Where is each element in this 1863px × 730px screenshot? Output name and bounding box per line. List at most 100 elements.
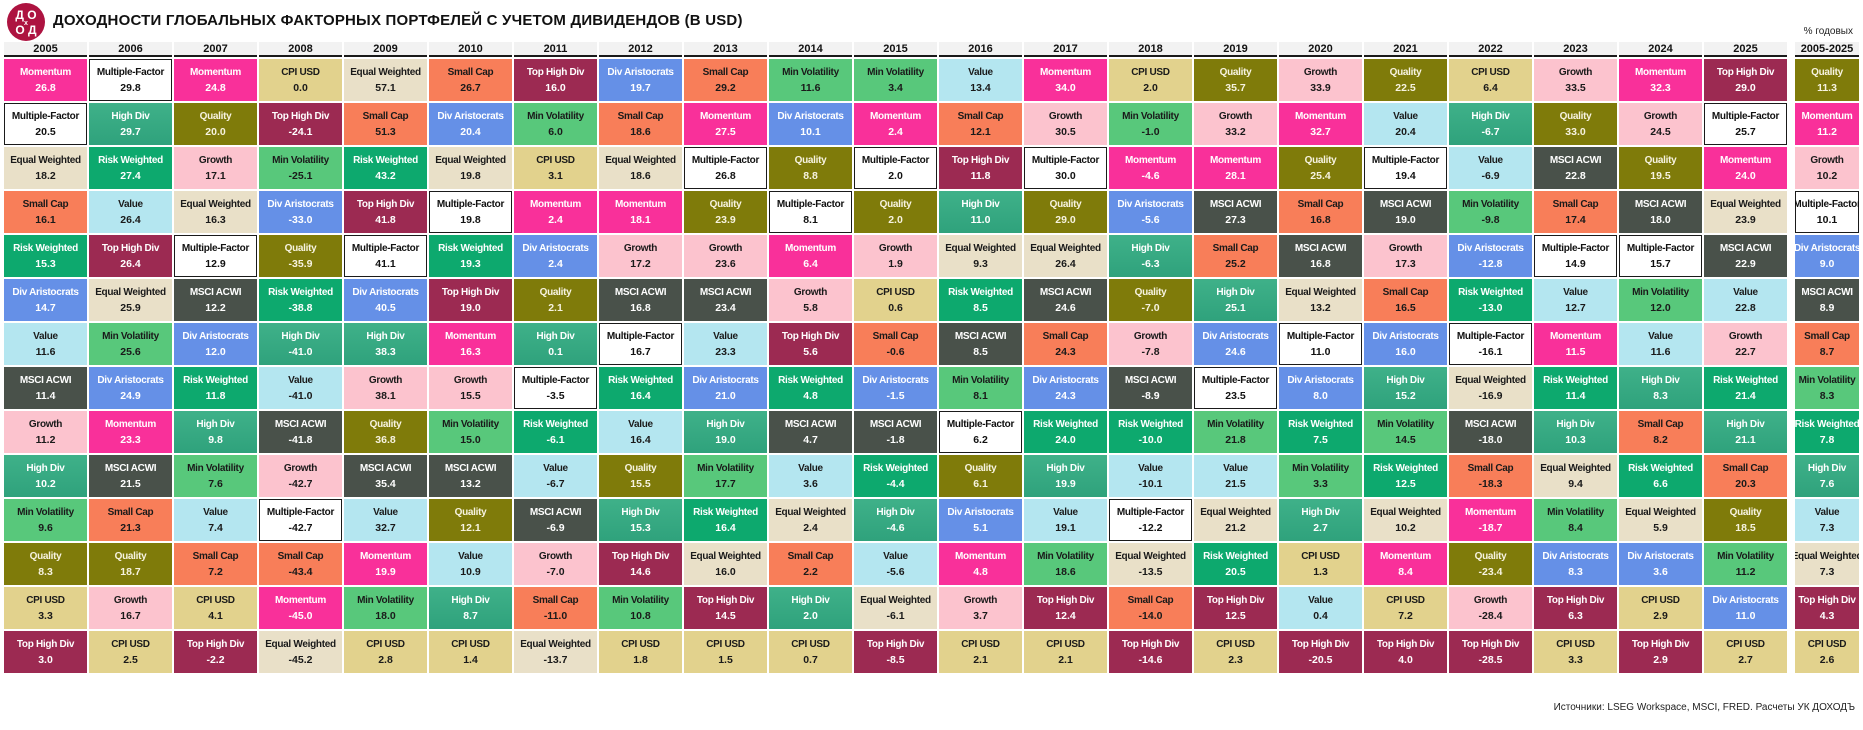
factor-return-value: 33.2	[1225, 125, 1246, 138]
factor-name: Risk Weighted	[1203, 550, 1268, 562]
factor-return-value: 16.0	[715, 565, 736, 578]
factor-name: Momentum	[105, 418, 156, 430]
factor-return-value: 2.1	[1058, 653, 1073, 666]
factor-return-value: 4.0	[1398, 653, 1413, 666]
factor-cell: MSCI ACWI 18.0	[1619, 191, 1702, 233]
factor-return-value: 2.8	[378, 653, 393, 666]
factor-return-value: 19.0	[460, 301, 481, 314]
factor-return-value: 29.7	[120, 125, 141, 138]
factor-name: Div Aristocrats	[352, 286, 419, 298]
factor-name: Multiple-Factor	[691, 154, 760, 166]
factor-return-value: 15.3	[630, 521, 651, 534]
factor-return-value: -14.0	[1138, 609, 1163, 622]
factor-name: High Div	[791, 594, 830, 606]
factor-cell: Div Aristocrats 10.1	[769, 103, 852, 145]
factor-return-value: 9.0	[1819, 257, 1835, 270]
factor-cell: Min Volatility 14.5	[1364, 411, 1447, 453]
factor-name: Div Aristocrats	[1117, 198, 1184, 210]
factor-cell: Min Volatility 18.0	[344, 587, 427, 629]
factor-return-value: 0.1	[548, 345, 563, 358]
factor-cell: High Div 2.0	[769, 587, 852, 629]
factor-cell: CPI USD 4.1	[174, 587, 257, 629]
year-column-2007: 2007 Momentum 24.8 Quality 20.0 Growth 17.1 Equ…	[174, 42, 257, 673]
factor-cell: CPI USD 2.1	[1024, 631, 1107, 673]
factor-name: High Div	[1556, 418, 1595, 430]
year-column-2019: 2019 Quality 35.7 Growth 33.2 Momentum 28.1 MSC…	[1194, 42, 1277, 673]
factor-name: Growth	[1728, 330, 1763, 342]
factor-return-value: -6.9	[546, 521, 565, 534]
factor-return-value: -11.0	[543, 609, 568, 622]
factor-name: Growth	[538, 550, 573, 562]
factor-return-value: 0.7	[803, 653, 818, 666]
factor-return-value: 3.4	[888, 81, 903, 94]
factor-cell: Min Volatility 25.6	[89, 323, 172, 365]
factor-cell: Top High Div 14.6	[599, 543, 682, 585]
factor-cell: Div Aristocrats 14.7	[4, 279, 87, 321]
factor-cell: Div Aristocrats 5.1	[939, 499, 1022, 541]
factor-cell: Risk Weighted 11.4	[1534, 367, 1617, 409]
factor-cell: Growth 33.5	[1534, 59, 1617, 101]
factor-return-value: 33.9	[1310, 81, 1331, 94]
factor-cell: Risk Weighted 20.5	[1194, 543, 1277, 585]
factor-cell: Multiple-Factor 26.8	[684, 147, 767, 189]
factor-return-value: -35.9	[288, 257, 313, 270]
year-column-2013: 2013 Small Cap 29.2 Momentum 27.5 Multiple-Fa…	[684, 42, 767, 673]
column-header-2018: 2018	[1109, 42, 1192, 57]
factor-name: Div Aristocrats	[1795, 242, 1859, 254]
factor-name: Min Volatility	[1292, 462, 1349, 474]
factor-cell: Top High Div -8.5	[854, 631, 937, 673]
factor-cell: MSCI ACWI 22.8	[1534, 147, 1617, 189]
factor-cell: Value 12.7	[1534, 279, 1617, 321]
factor-cell: Value -5.6	[854, 543, 937, 585]
factor-return-value: 14.7	[35, 301, 56, 314]
factor-cell: Min Volatility 12.0	[1619, 279, 1702, 321]
factor-name: High Div	[621, 506, 660, 518]
factor-name: Momentum	[1040, 66, 1091, 78]
factor-cell: Small Cap -14.0	[1109, 587, 1192, 629]
factor-cell: Equal Weighted -13.7	[514, 631, 597, 673]
factor-cell: Small Cap -11.0	[514, 587, 597, 629]
factor-return-value: -43.4	[288, 565, 313, 578]
factor-cell: Value 7.4	[174, 499, 257, 541]
factor-name: High Div	[876, 506, 915, 518]
factor-cell: Quality 12.1	[429, 499, 512, 541]
factor-cell: High Div 29.7	[89, 103, 172, 145]
factor-name: Risk Weighted	[608, 374, 673, 386]
factor-return-value: 29.2	[715, 81, 736, 94]
factor-name: Div Aristocrats	[1627, 550, 1694, 562]
factor-name: CPI USD	[451, 638, 490, 650]
factor-name: Value	[118, 198, 143, 210]
factor-cell: Multiple-Factor 16.7	[599, 323, 682, 365]
factor-cell: Momentum 2.4	[514, 191, 597, 233]
factor-return-value: 8.1	[803, 213, 818, 226]
factor-name: Div Aristocrats	[1287, 374, 1354, 386]
factor-cell: Min Volatility -9.8	[1449, 191, 1532, 233]
factor-cell: Multiple-Factor 8.1	[769, 191, 852, 233]
factor-cell: Momentum 2.4	[854, 103, 937, 145]
factor-return-value: 7.6	[1819, 477, 1835, 490]
column-header-2008: 2008	[259, 42, 342, 57]
factor-cell: Small Cap 16.1	[4, 191, 87, 233]
factor-cell: CPI USD 6.4	[1449, 59, 1532, 101]
factor-return-value: 25.6	[120, 345, 141, 358]
factor-name: Min Volatility	[357, 594, 414, 606]
factor-name: Growth	[1218, 110, 1253, 122]
factor-name: High Div	[1386, 374, 1425, 386]
factor-return-value: 51.3	[375, 125, 396, 138]
factor-return-value: 2.9	[1653, 609, 1668, 622]
factor-name: Momentum	[955, 550, 1006, 562]
factor-name: High Div	[1046, 462, 1085, 474]
factor-return-value: 11.0	[970, 213, 991, 226]
factor-cell: Min Volatility 7.6	[174, 455, 257, 497]
factor-name: Top High Div	[1291, 638, 1350, 650]
factor-cell: Div Aristocrats 2.4	[514, 235, 597, 277]
factor-return-value: 11.6	[800, 81, 821, 94]
factor-cell: Value 0.4	[1279, 587, 1362, 629]
factor-cell: Risk Weighted 21.4	[1704, 367, 1787, 409]
factor-return-value: 26.4	[120, 257, 141, 270]
factor-cell: Small Cap 29.2	[684, 59, 767, 101]
factor-return-value: 11.0	[1735, 609, 1756, 622]
factor-cell: CPI USD 0.0	[259, 59, 342, 101]
factor-return-value: 28.1	[1225, 169, 1246, 182]
year-column-2010: 2010 Small Cap 26.7 Div Aristocrats 20.4 Equa…	[429, 42, 512, 673]
